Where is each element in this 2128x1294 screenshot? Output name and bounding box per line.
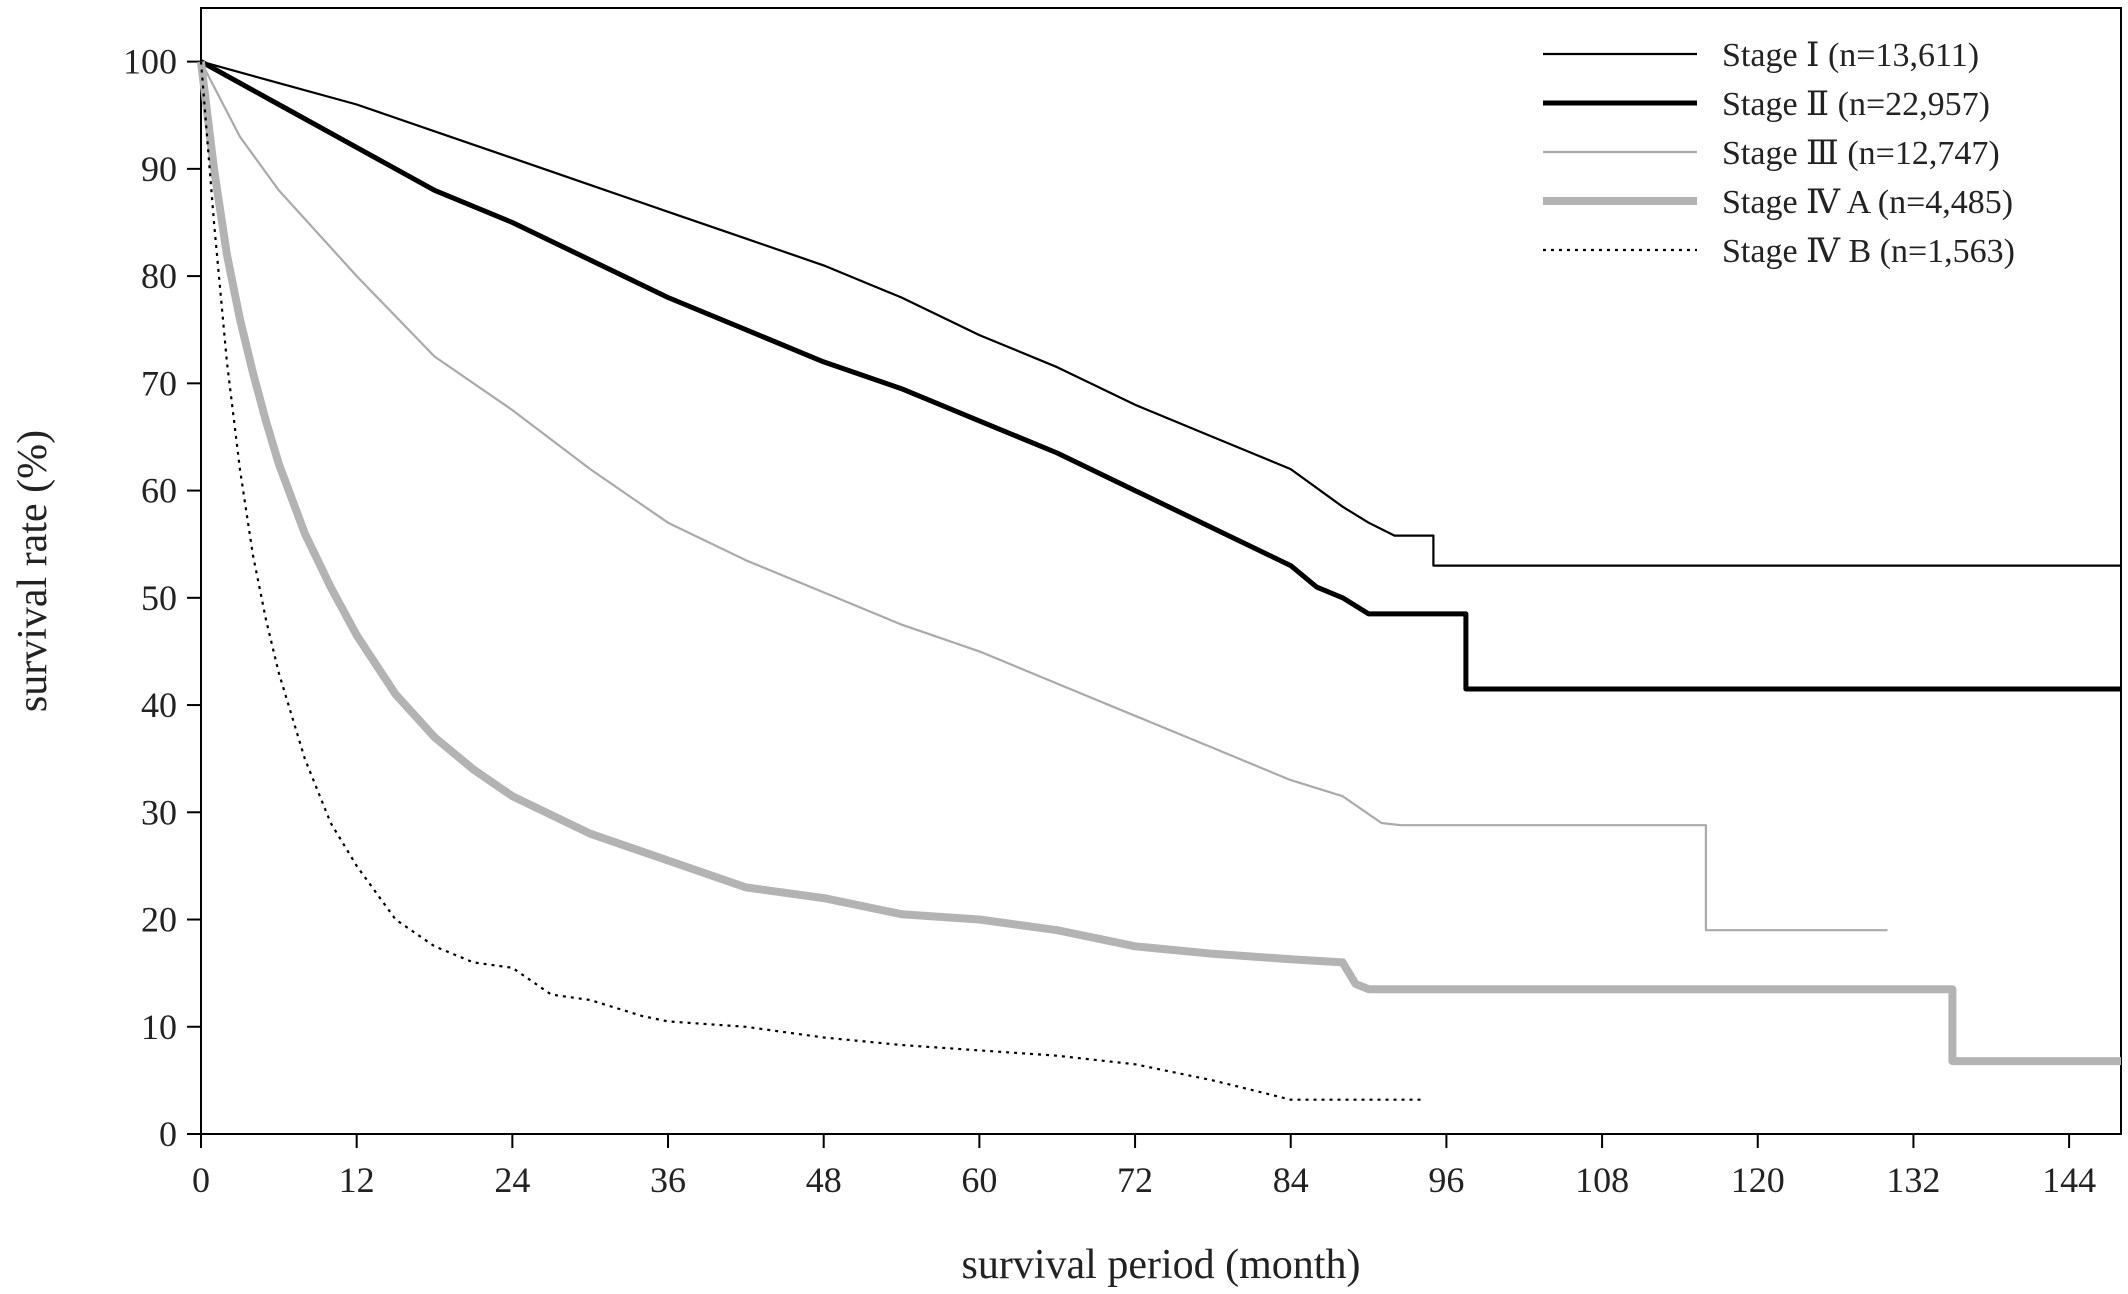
x-tick-label: 0 <box>192 1160 210 1200</box>
series-line-4 <box>197 61 2121 1066</box>
series-line-5 <box>199 61 1421 1101</box>
x-tick-label: 24 <box>494 1160 530 1200</box>
y-tick-label: 10 <box>141 1007 177 1047</box>
legend-label: Stage Ⅳ B (n=1,563) <box>1722 233 2015 270</box>
series-lines <box>197 59 2121 1101</box>
x-tick-label: 36 <box>650 1160 686 1200</box>
legend: Stage Ⅰ (n=13,611) Stage Ⅱ (n=22,957) Stag… <box>1543 37 2015 270</box>
x-tick-label: 96 <box>1428 1160 1464 1200</box>
legend-label: Stage Ⅱ (n=22,957) <box>1722 86 1990 123</box>
x-tick-label: 108 <box>1575 1160 1629 1200</box>
x-tick-label: 60 <box>961 1160 997 1200</box>
x-tick-label: 120 <box>1731 1160 1785 1200</box>
y-tick-label: 50 <box>141 578 177 618</box>
y-axis-ticks: 0 10 20 30 40 50 60 70 80 90 100 <box>123 42 201 1154</box>
series-line-2 <box>199 59 2121 692</box>
plot-frame <box>200 7 2122 1135</box>
y-tick-label: 40 <box>141 685 177 725</box>
x-tick-label: 132 <box>1886 1160 1940 1200</box>
legend-label: Stage Ⅲ (n=12,747) <box>1722 135 2000 172</box>
x-tick-label: 84 <box>1273 1160 1309 1200</box>
y-tick-label: 30 <box>141 792 177 832</box>
y-tick-label: 90 <box>141 149 177 189</box>
y-tick-label: 0 <box>159 1114 177 1154</box>
x-tick-label: 72 <box>1117 1160 1153 1200</box>
y-tick-label: 80 <box>141 256 177 296</box>
x-tick-label: 12 <box>339 1160 375 1200</box>
y-tick-label: 100 <box>123 42 177 82</box>
x-axis-ticks: 0 12 24 36 48 60 72 84 96 108 120 132 144 <box>192 1134 2096 1200</box>
x-axis-title: survival period (month) <box>962 1242 1361 1288</box>
legend-label: Stage Ⅰ (n=13,611) <box>1722 37 1979 74</box>
y-tick-label: 60 <box>141 471 177 511</box>
series-line-1 <box>200 60 2121 567</box>
y-axis-title: survival rate (%) <box>10 430 56 712</box>
series-line-3 <box>200 61 1888 932</box>
y-tick-label: 20 <box>141 900 177 940</box>
y-tick-label: 70 <box>141 363 177 403</box>
x-tick-label: 48 <box>806 1160 842 1200</box>
legend-label: Stage Ⅳ A (n=4,485) <box>1722 184 2013 221</box>
x-tick-label: 144 <box>2042 1160 2096 1200</box>
